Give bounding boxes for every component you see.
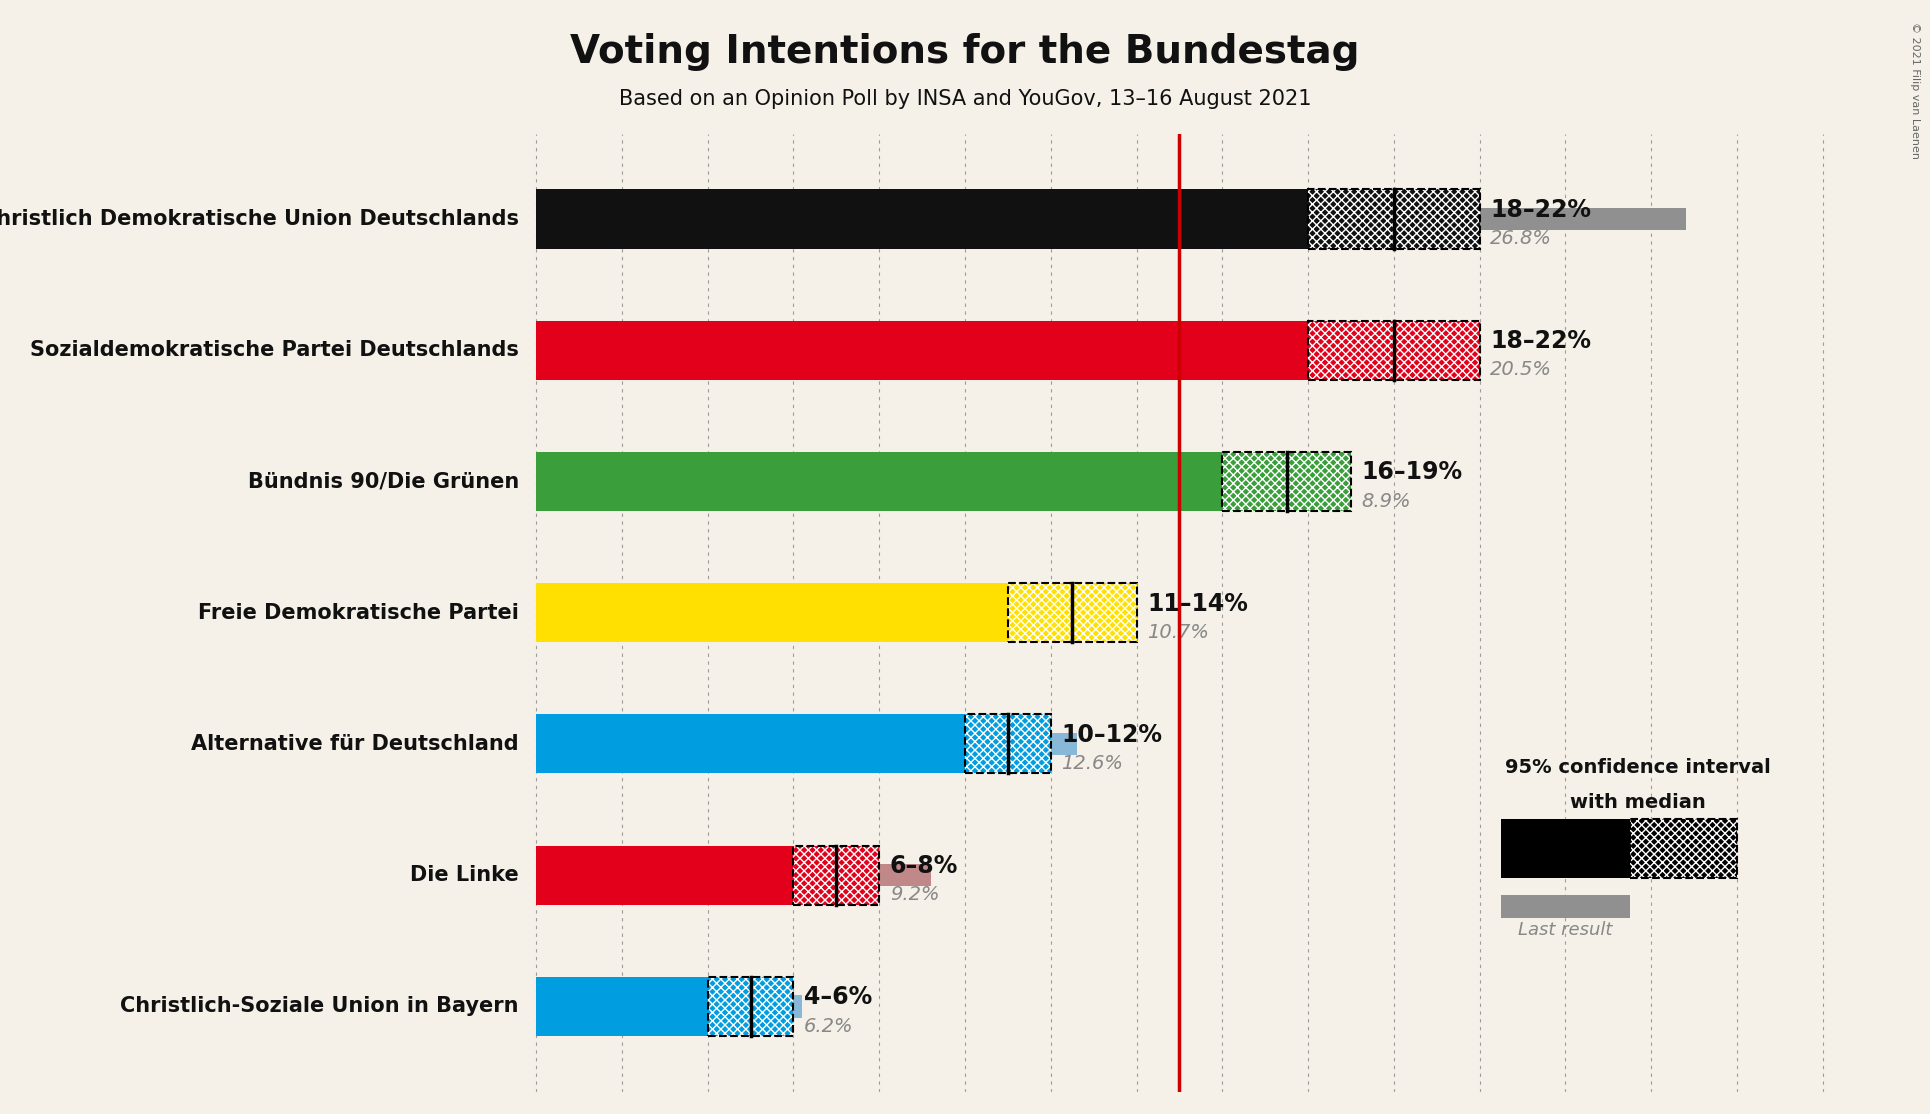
Bar: [1502, 820, 1629, 879]
Bar: [1629, 820, 1737, 879]
Bar: [1007, 583, 1137, 643]
Text: 10–12%: 10–12%: [1062, 723, 1162, 746]
Text: 6.2%: 6.2%: [805, 1017, 853, 1036]
Bar: [1222, 452, 1351, 511]
Bar: [1007, 583, 1137, 643]
Bar: [1502, 896, 1629, 918]
Bar: [1222, 452, 1351, 511]
Text: © 2021 Filip van Laenen: © 2021 Filip van Laenen: [1911, 22, 1920, 159]
Text: 8.9%: 8.9%: [1363, 491, 1411, 510]
Text: 20.5%: 20.5%: [1490, 361, 1552, 380]
Bar: [537, 470, 919, 492]
Bar: [965, 714, 1050, 773]
Bar: [537, 733, 1077, 755]
Bar: [537, 339, 1415, 361]
Bar: [537, 583, 1007, 643]
Bar: [1007, 583, 1137, 643]
Bar: [793, 846, 880, 905]
Bar: [793, 846, 880, 905]
Bar: [537, 602, 996, 624]
Bar: [708, 977, 793, 1036]
Text: Die Linke: Die Linke: [411, 866, 519, 886]
Bar: [537, 208, 1685, 231]
Bar: [1222, 452, 1351, 511]
Text: 18–22%: 18–22%: [1490, 329, 1592, 353]
Text: Freie Demokratische Partei: Freie Demokratische Partei: [199, 603, 519, 623]
Bar: [1309, 189, 1480, 248]
Text: Bündnis 90/Die Grünen: Bündnis 90/Die Grünen: [247, 471, 519, 491]
Bar: [1629, 820, 1737, 879]
Bar: [537, 995, 803, 1017]
Bar: [965, 714, 1050, 773]
Bar: [965, 714, 1050, 773]
Bar: [1309, 321, 1480, 380]
Text: Voting Intentions for the Bundestag: Voting Intentions for the Bundestag: [569, 33, 1361, 71]
Text: Based on an Opinion Poll by INSA and YouGov, 13–16 August 2021: Based on an Opinion Poll by INSA and You…: [620, 89, 1310, 109]
Text: 12.6%: 12.6%: [1062, 754, 1123, 773]
Bar: [537, 864, 930, 887]
Bar: [537, 846, 793, 905]
Text: Alternative für Deutschland: Alternative für Deutschland: [191, 734, 519, 754]
Bar: [537, 714, 965, 773]
Bar: [1309, 321, 1480, 380]
Bar: [1309, 321, 1480, 380]
Text: Sozialdemokratische Partei Deutschlands: Sozialdemokratische Partei Deutschlands: [31, 340, 519, 360]
Bar: [537, 452, 1222, 511]
Text: 10.7%: 10.7%: [1146, 623, 1210, 642]
Bar: [1309, 189, 1480, 248]
Bar: [537, 321, 1309, 380]
Bar: [537, 189, 1309, 248]
Text: 6–8%: 6–8%: [890, 854, 959, 878]
Text: 11–14%: 11–14%: [1146, 592, 1249, 616]
Text: 9.2%: 9.2%: [890, 886, 940, 905]
Bar: [793, 846, 880, 905]
Text: 95% confidence interval: 95% confidence interval: [1505, 758, 1772, 778]
Bar: [537, 977, 708, 1036]
Text: with median: with median: [1571, 793, 1706, 812]
Bar: [1629, 820, 1737, 879]
Text: 4–6%: 4–6%: [805, 985, 872, 1009]
Text: Christlich Demokratische Union Deutschlands: Christlich Demokratische Union Deutschla…: [0, 209, 519, 229]
Text: 26.8%: 26.8%: [1490, 229, 1552, 248]
Bar: [708, 977, 793, 1036]
Bar: [708, 977, 793, 1036]
Text: 18–22%: 18–22%: [1490, 198, 1592, 222]
Text: 16–19%: 16–19%: [1363, 460, 1463, 485]
Text: Last result: Last result: [1519, 921, 1613, 939]
Bar: [1309, 189, 1480, 248]
Text: Christlich-Soziale Union in Bayern: Christlich-Soziale Union in Bayern: [120, 996, 519, 1016]
